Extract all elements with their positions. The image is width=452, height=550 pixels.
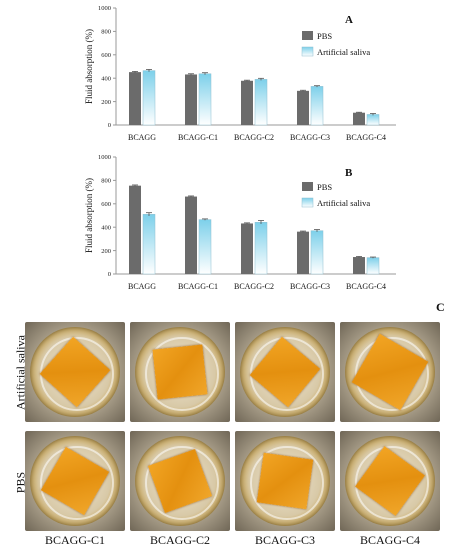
x-category-label: BCAGG-C4	[346, 282, 386, 291]
x-category-label: BCAGG-C1	[178, 133, 218, 142]
bar-artificial-saliva	[198, 219, 212, 275]
column-label-c1: BCAGG-C1	[44, 533, 105, 547]
x-category-label: BCAGG	[128, 133, 156, 142]
panel-label-c: C	[436, 300, 445, 314]
y-tick-label: 200	[101, 248, 111, 255]
photo-pbs-c4	[340, 431, 440, 531]
y-tick-label: 800	[101, 29, 111, 36]
column-label-c4: BCAGG-C4	[359, 533, 420, 547]
bar-artificial-saliva	[366, 257, 380, 275]
bar-artificial-saliva	[142, 70, 156, 126]
chart-svg-a: 0 200 400 600 800 1000 Fluid absorption (%) A BC…	[84, 5, 396, 142]
bar-artificial-saliva	[198, 73, 212, 126]
photo-saliva-c2	[130, 322, 230, 422]
bar-pbs	[241, 223, 253, 274]
legend-label-pbs: PBS	[317, 31, 332, 41]
x-category-label: BCAGG	[128, 282, 156, 291]
y-tick-label: 0	[108, 122, 111, 129]
bar-artificial-saliva	[310, 86, 324, 126]
x-category-label: BCAGG-C3	[290, 133, 330, 142]
y-tick-label: 600	[101, 52, 111, 59]
bar-artificial-saliva	[254, 79, 268, 126]
legend-swatch-pbs	[302, 31, 313, 40]
y-axis-label: Fluid absorption (%)	[84, 178, 94, 253]
bar-pbs	[129, 72, 141, 125]
y-tick-label: 400	[101, 75, 111, 82]
x-category-label: BCAGG-C1	[178, 282, 218, 291]
y-tick-label: 1000	[98, 154, 111, 161]
bar-chart-b: 0 200 400 600 800 1000 Fluid absorption (%) B BC…	[0, 150, 452, 298]
x-category-label: BCAGG-C2	[234, 133, 274, 142]
bar-chart-a: 0 200 400 600 800 1000 Fluid absorption (%) A BC…	[0, 0, 452, 150]
legend-label-artificial-saliva: Artificial saliva	[317, 47, 370, 57]
bar-pbs	[129, 185, 141, 274]
legend-label-artificial-saliva: Artificial saliva	[317, 198, 370, 208]
bar-artificial-saliva	[142, 214, 156, 275]
y-tick-label: 400	[101, 224, 111, 231]
y-tick-label: 0	[108, 271, 111, 278]
legend-swatch-artificial-saliva	[301, 197, 314, 208]
legend-swatch-artificial-saliva	[301, 46, 314, 57]
legend-label-pbs: PBS	[317, 182, 332, 192]
bar-pbs	[353, 257, 365, 274]
legend-swatch-pbs	[302, 182, 313, 191]
y-tick-label: 1000	[98, 5, 111, 12]
column-label-c3: BCAGG-C3	[254, 533, 315, 547]
x-category-label: BCAGG-C2	[234, 282, 274, 291]
panel-label-b: B	[345, 167, 353, 179]
photo-pbs-c2	[130, 431, 230, 531]
bar-artificial-saliva	[254, 222, 268, 275]
photo-saliva-c4	[340, 322, 440, 422]
x-category-label: BCAGG-C4	[346, 133, 386, 142]
bar-pbs	[241, 80, 253, 125]
bar-pbs	[185, 196, 197, 274]
bar-pbs	[185, 74, 197, 125]
column-label-c2: BCAGG-C2	[149, 533, 210, 547]
photo-saliva-c3	[235, 322, 335, 422]
panel-label-a: A	[345, 14, 353, 26]
bar-pbs	[353, 112, 365, 125]
y-tick-label: 200	[101, 99, 111, 106]
chart-svg-b: 0 200 400 600 800 1000 Fluid absorption (%) B BC…	[84, 154, 396, 291]
y-tick-label: 800	[101, 178, 111, 185]
x-category-label: BCAGG-C3	[290, 282, 330, 291]
bar-pbs	[297, 90, 309, 125]
bar-pbs	[297, 231, 309, 274]
y-axis-label: Fluid absorption (%)	[84, 29, 94, 104]
bar-artificial-saliva	[366, 114, 380, 126]
photo-saliva-c1	[25, 322, 125, 422]
photo-pbs-c1	[25, 431, 125, 531]
bar-artificial-saliva	[310, 230, 324, 275]
photo-pbs-c3	[235, 431, 335, 531]
y-tick-label: 600	[101, 201, 111, 208]
